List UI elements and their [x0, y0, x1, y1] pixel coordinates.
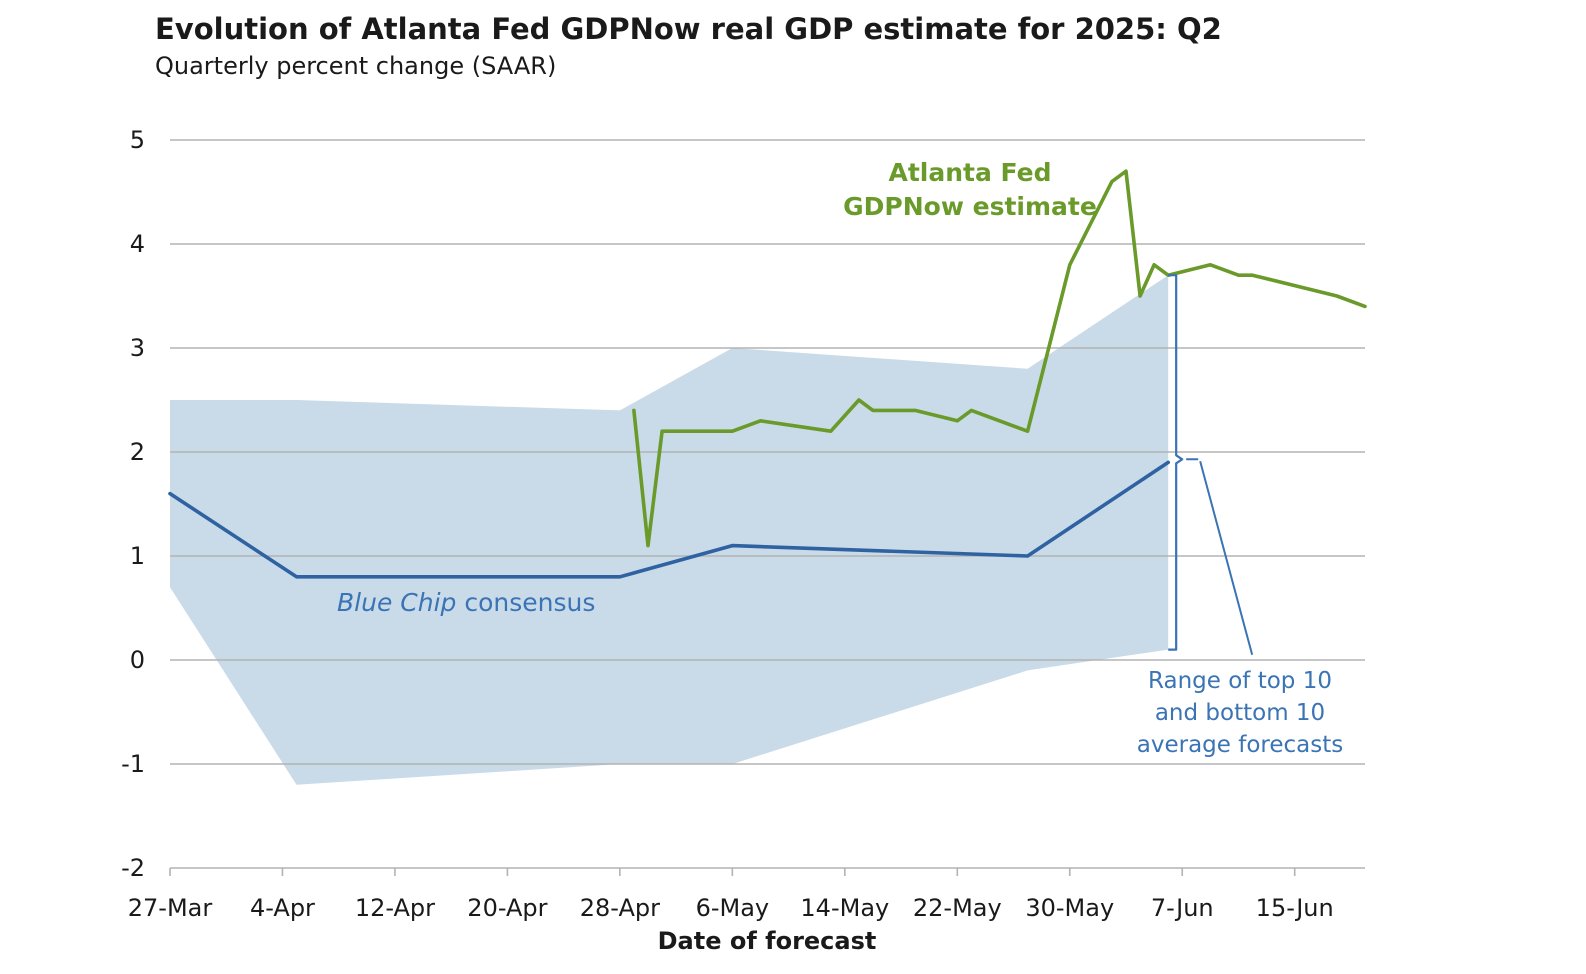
chart-title: Evolution of Atlanta Fed GDPNow real GDP…	[155, 12, 1222, 46]
y-axis-ticks: -2 -1 0 1 2 3 4 5	[121, 126, 145, 882]
range-bracket	[1168, 274, 1254, 656]
x-tick-label: 27-Mar	[128, 894, 213, 922]
x-tick-label: 12-Apr	[355, 894, 435, 922]
x-tick-label: 4-Apr	[250, 894, 315, 922]
x-axis-ticks: 27-Mar 4-Apr 12-Apr 20-Apr 28-Apr 6-May 14-May…	[128, 868, 1334, 922]
bluechip-label-italic: Blue Chip	[337, 588, 456, 617]
x-tick-label: 14-May	[800, 894, 889, 922]
y-tick-label: -2	[121, 854, 145, 882]
range-band	[170, 275, 1169, 785]
bluechip-line	[168, 460, 1170, 579]
range-label-line1: Range of top 10	[1148, 668, 1332, 694]
x-tick-label: 22-May	[913, 894, 1002, 922]
range-leader-line	[1186, 458, 1254, 656]
range-bracket-shape	[1168, 274, 1184, 651]
y-tick-label: 4	[130, 230, 145, 258]
bluechip-label-rest: consensus	[456, 588, 595, 617]
x-tick-label: 15-Jun	[1256, 894, 1334, 922]
x-axis-label: Date of forecast	[658, 927, 877, 955]
y-tick-label: 0	[130, 646, 145, 674]
y-tick-label: 1	[130, 542, 145, 570]
y-tick-label: -1	[121, 750, 145, 778]
y-tick-label: 5	[130, 126, 145, 154]
x-tick-label: 28-Apr	[580, 894, 660, 922]
range-label-line2: and bottom 10	[1155, 700, 1325, 726]
bluechip-label: Blue Chip consensus	[337, 588, 595, 617]
y-tick-label: 3	[130, 334, 145, 362]
x-tick-label: 20-Apr	[467, 894, 547, 922]
y-tick-label: 2	[130, 438, 145, 466]
range-label-line3: average forecasts	[1137, 732, 1343, 758]
x-tick-label: 6-May	[696, 894, 770, 922]
series-layer	[168, 169, 1367, 579]
gdpnow-label-line1: Atlanta Fed	[889, 158, 1052, 187]
grid-layer	[170, 139, 1365, 869]
gdpnow-line	[632, 169, 1367, 548]
chart-subtitle: Quarterly percent change (SAAR)	[155, 52, 556, 80]
x-tick-label: 7-Jun	[1151, 894, 1214, 922]
x-tick-label: 30-May	[1025, 894, 1114, 922]
gdpnow-label-line2: GDPNow estimate	[843, 192, 1097, 221]
range-band-layer	[170, 275, 1169, 785]
